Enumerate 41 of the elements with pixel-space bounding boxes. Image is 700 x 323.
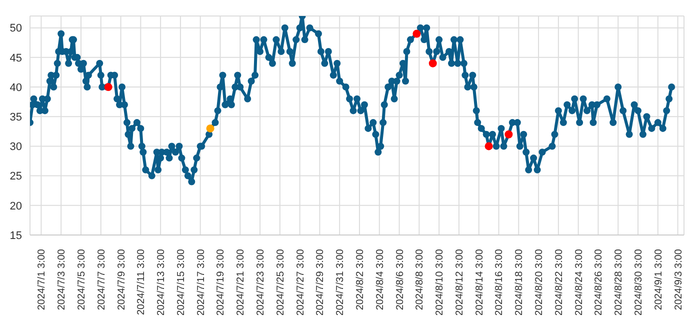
x-tick-label: 2024/9/1 3:00 <box>653 248 664 310</box>
x-tick-label: 2024/8/20 3:00 <box>534 248 546 316</box>
y-tick-label: 25 <box>10 170 22 183</box>
x-tick-label: 2024/8/24 3:00 <box>574 248 585 316</box>
y-tick-label: 15 <box>10 230 22 242</box>
x-tick-label: 2024/7/9 3:00 <box>116 248 128 310</box>
x-tick-label: 2024/7/31 3:00 <box>335 248 346 316</box>
x-tick-label: 2024/7/19 3:00 <box>216 248 227 316</box>
x-tick-label: 2024/7/27 3:00 <box>295 248 306 316</box>
x-tick-label: 2024/8/10 3:00 <box>434 248 446 316</box>
x-tick-label: 2024/7/5 3:00 <box>76 248 88 310</box>
x-tick-label: 2024/8/22 3:00 <box>554 248 565 316</box>
x-tick-label: 2024/8/28 3:00 <box>614 248 625 316</box>
x-tick-label: 2024/7/11 3:00 <box>136 248 148 315</box>
y-tick-label: 40 <box>10 82 22 94</box>
y-tick-label: 45 <box>10 52 22 64</box>
x-tick-label: 2024/8/18 3:00 <box>514 248 526 316</box>
x-tick-label: 2024/7/21 3:00 <box>236 248 247 316</box>
x-tick-label: 2024/7/17 3:00 <box>196 248 207 316</box>
x-tick-label: 2024/8/26 3:00 <box>594 248 605 316</box>
y-tick-label: 20 <box>10 200 22 212</box>
x-tick-label: 2024/8/16 3:00 <box>494 248 506 316</box>
x-tick-label: 2024/8/2 3:00 <box>354 248 366 310</box>
x-tick-label: 2024/8/14 3:00 <box>474 248 486 316</box>
x-tick-label: 2024/8/30 3:00 <box>633 248 644 316</box>
y-tick-label: 50 <box>10 22 22 35</box>
x-tick-label: 2024/8/4 3:00 <box>374 248 386 310</box>
x-tick-label: 2024/8/6 3:00 <box>394 248 406 310</box>
x-tick-label: 2024/7/15 3:00 <box>176 248 187 316</box>
x-tick-label: 2024/7/23 3:00 <box>256 248 267 316</box>
y-tick-label: 35 <box>10 112 22 124</box>
x-tick-label: 2024/7/29 3:00 <box>315 248 326 316</box>
x-tick-label: 2024/8/8 3:00 <box>414 248 426 310</box>
x-tick-label: 2024/7/3 3:00 <box>56 248 68 310</box>
x-tick-label: 2024/7/1 3:00 <box>36 248 48 310</box>
y-tick-label: 30 <box>10 141 22 154</box>
x-tick-label: 2024/8/12 3:00 <box>454 248 466 316</box>
x-tick-label: 2024/7/7 3:00 <box>96 248 108 310</box>
x-tick-label: 2024/7/13 3:00 <box>156 248 168 316</box>
x-tick-label: 2024/7/25 3:00 <box>275 248 286 316</box>
x-tick-label: 2024/9/3 3:00 <box>673 248 684 310</box>
